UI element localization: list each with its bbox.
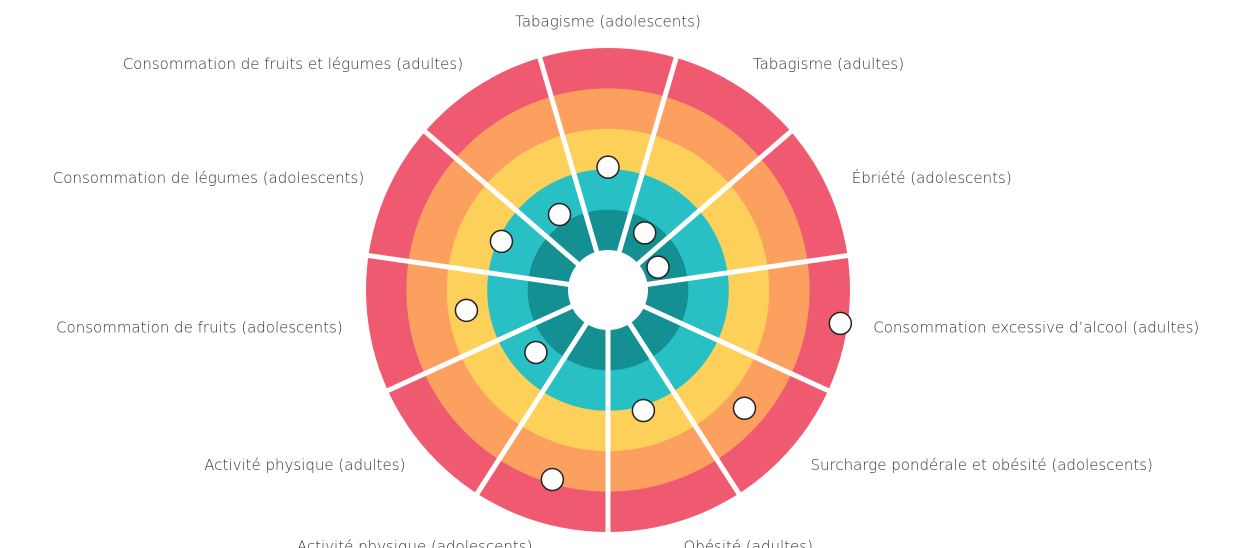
marker (489, 229, 514, 254)
marker (524, 340, 548, 365)
category-label: Surcharge pondérale et obésité (adolesce… (811, 456, 1153, 474)
spoke (385, 303, 575, 394)
spoke (421, 128, 581, 268)
marker (632, 221, 657, 245)
spoke (366, 252, 571, 288)
category-label: Activité physique (adultes) (204, 456, 405, 474)
spoke (635, 128, 795, 268)
marker (732, 396, 757, 421)
spoke (645, 252, 850, 288)
marker (828, 311, 853, 336)
category-label: Tabagisme (adolescents) (515, 13, 701, 31)
category-label: Consommation de fruits (adolescents) (56, 319, 343, 337)
spoke (641, 303, 831, 394)
category-label: Activité physique (adolescents) (297, 538, 533, 548)
hole (568, 250, 648, 330)
marker (631, 398, 656, 423)
category-label: Consommation de fruits et légumes (adult… (123, 55, 463, 73)
category-label: Obésité (adultes) (684, 538, 813, 548)
marker (454, 298, 479, 323)
category-label: Ébriété (adolescents) (852, 168, 1012, 187)
spoke (626, 320, 743, 497)
category-label: Tabagisme (adultes) (753, 55, 904, 73)
marker (646, 255, 670, 279)
spoke (473, 320, 590, 497)
marker (540, 467, 565, 492)
category-label: Consommation de légumes (adolescents) (53, 169, 364, 187)
spoke (536, 55, 600, 255)
marker (547, 202, 572, 227)
spoke (616, 55, 680, 255)
category-label: Consommation excessive d’alcool (adultes… (873, 319, 1199, 337)
marker (596, 155, 620, 179)
